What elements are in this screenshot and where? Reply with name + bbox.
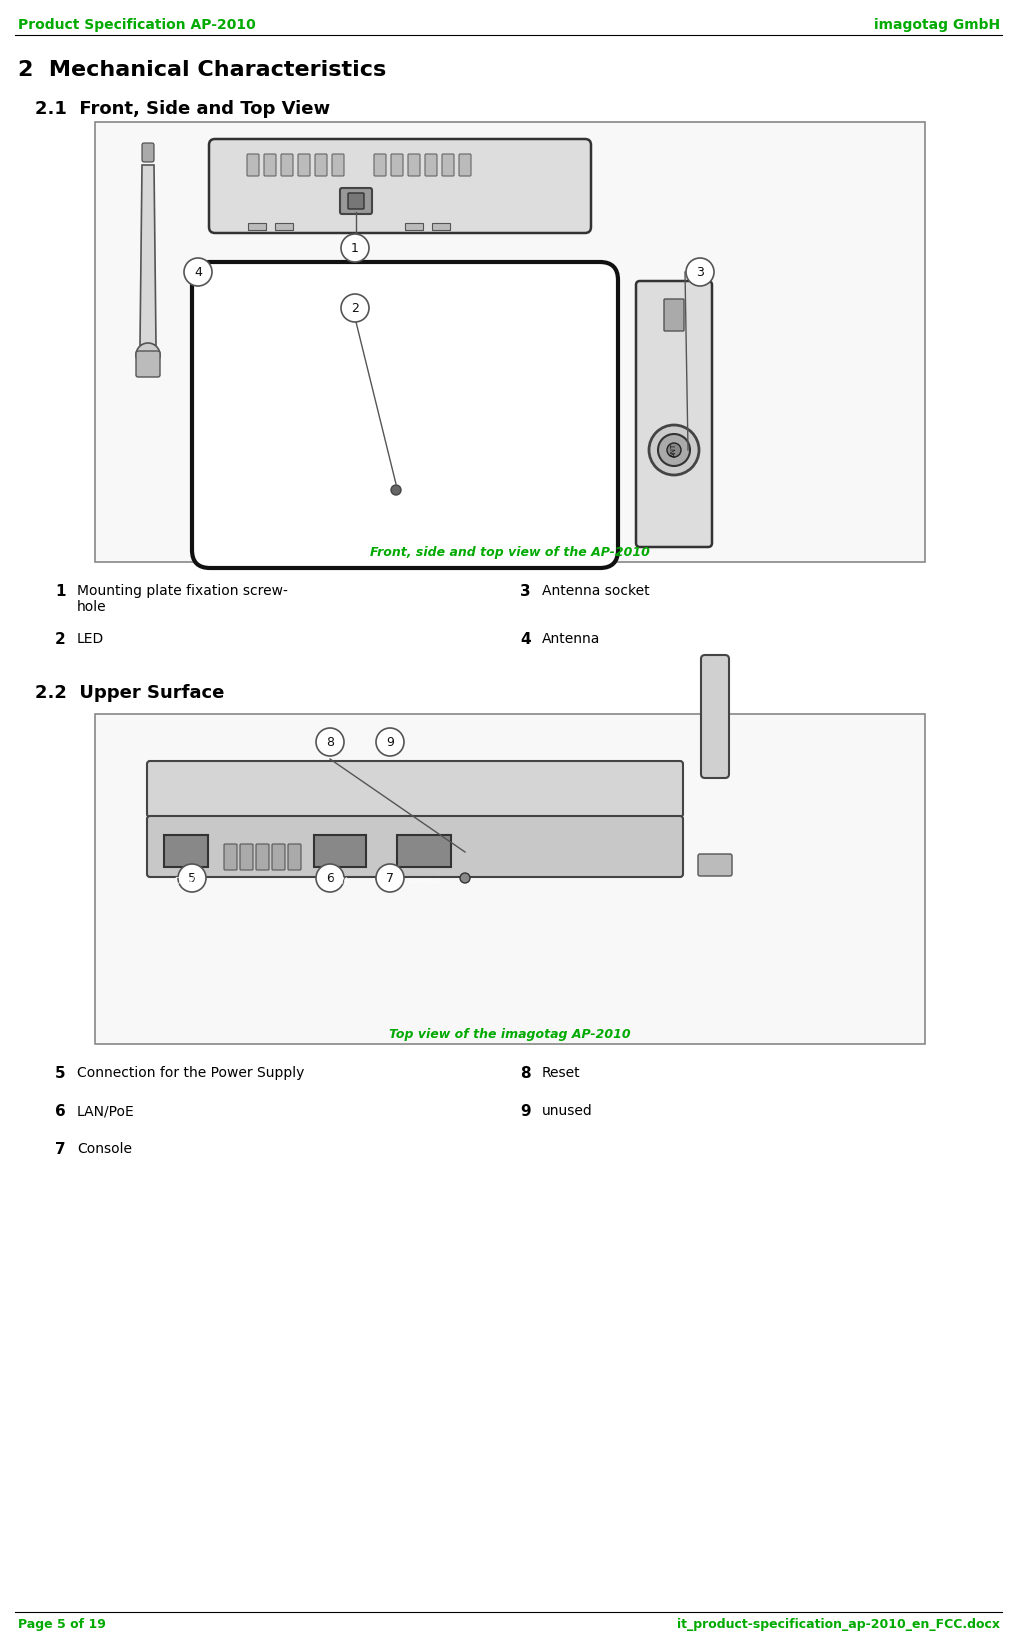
Text: 2: 2 (55, 633, 66, 647)
Circle shape (376, 863, 404, 893)
FancyBboxPatch shape (636, 281, 712, 548)
Text: LAN/PoE: LAN/PoE (77, 1104, 134, 1118)
FancyBboxPatch shape (459, 154, 471, 177)
Text: 4: 4 (194, 265, 202, 278)
Text: Reset: Reset (542, 1066, 581, 1081)
Text: DC-9V: DC-9V (174, 876, 198, 886)
FancyBboxPatch shape (397, 835, 451, 867)
Text: 8: 8 (520, 1066, 531, 1081)
Circle shape (686, 258, 714, 286)
FancyBboxPatch shape (240, 844, 253, 870)
FancyBboxPatch shape (136, 352, 160, 378)
FancyBboxPatch shape (374, 154, 386, 177)
FancyBboxPatch shape (264, 154, 276, 177)
Bar (432, 222, 450, 231)
FancyBboxPatch shape (164, 835, 208, 867)
Text: 4: 4 (520, 633, 531, 647)
Text: 2: 2 (351, 301, 359, 314)
Text: unused: unused (542, 1104, 593, 1118)
Bar (405, 222, 423, 231)
Circle shape (658, 433, 690, 466)
FancyBboxPatch shape (314, 835, 366, 867)
FancyBboxPatch shape (142, 142, 154, 162)
Circle shape (316, 728, 344, 755)
Text: 3: 3 (696, 265, 704, 278)
Circle shape (376, 728, 404, 755)
FancyBboxPatch shape (192, 262, 618, 567)
Text: Console: Console (77, 1141, 132, 1156)
Text: Front, side and top view of the AP-2010: Front, side and top view of the AP-2010 (370, 546, 650, 559)
FancyBboxPatch shape (224, 844, 237, 870)
FancyBboxPatch shape (348, 193, 364, 209)
FancyBboxPatch shape (701, 656, 729, 778)
FancyBboxPatch shape (425, 154, 437, 177)
Text: Product Specification AP-2010: Product Specification AP-2010 (18, 18, 255, 33)
Circle shape (178, 863, 206, 893)
Text: 2.1  Front, Side and Top View: 2.1 Front, Side and Top View (35, 100, 331, 118)
FancyBboxPatch shape (147, 816, 683, 876)
Circle shape (316, 863, 344, 893)
Circle shape (376, 875, 384, 881)
Text: 6: 6 (55, 1104, 66, 1118)
Text: 5: 5 (188, 871, 196, 885)
FancyBboxPatch shape (95, 123, 925, 562)
FancyBboxPatch shape (256, 844, 270, 870)
FancyBboxPatch shape (340, 188, 372, 214)
Circle shape (391, 486, 401, 495)
Text: ANT: ANT (671, 443, 677, 458)
FancyBboxPatch shape (442, 154, 454, 177)
Text: 8: 8 (326, 736, 334, 749)
FancyBboxPatch shape (95, 714, 925, 1045)
Text: Antenna socket: Antenna socket (542, 584, 650, 598)
Text: 3: 3 (520, 584, 531, 598)
Text: Top view of the imagotag AP-2010: Top view of the imagotag AP-2010 (390, 1027, 631, 1040)
FancyBboxPatch shape (664, 299, 684, 330)
Circle shape (184, 258, 212, 286)
Bar (248, 222, 266, 231)
FancyBboxPatch shape (298, 154, 310, 177)
Circle shape (460, 873, 470, 883)
Circle shape (136, 343, 160, 366)
Bar (275, 222, 293, 231)
Text: it_product-specification_ap-2010_en_FCC.docx: it_product-specification_ap-2010_en_FCC.… (677, 1619, 1000, 1632)
Text: 6: 6 (326, 871, 334, 885)
Text: Connection for the Power Supply: Connection for the Power Supply (77, 1066, 304, 1081)
FancyBboxPatch shape (210, 139, 591, 234)
Text: CONSOLE: CONSOLE (408, 878, 440, 885)
Text: 1: 1 (55, 584, 65, 598)
Circle shape (341, 234, 369, 262)
Text: Page 5 of 19: Page 5 of 19 (18, 1619, 106, 1632)
FancyBboxPatch shape (288, 844, 301, 870)
Circle shape (341, 294, 369, 322)
Text: LAN: LAN (333, 876, 348, 886)
Text: 1: 1 (351, 242, 359, 255)
Text: Antenna: Antenna (542, 633, 600, 646)
FancyBboxPatch shape (272, 844, 285, 870)
FancyBboxPatch shape (698, 853, 732, 876)
FancyBboxPatch shape (391, 154, 403, 177)
Circle shape (649, 425, 699, 476)
Text: Mounting plate fixation screw-
hole: Mounting plate fixation screw- hole (77, 584, 288, 615)
Text: 9: 9 (386, 736, 394, 749)
FancyBboxPatch shape (408, 154, 420, 177)
Text: LED: LED (77, 633, 105, 646)
Text: imagotag GmbH: imagotag GmbH (874, 18, 1000, 33)
FancyBboxPatch shape (147, 760, 683, 818)
FancyBboxPatch shape (281, 154, 293, 177)
Text: 7: 7 (386, 871, 394, 885)
FancyBboxPatch shape (332, 154, 344, 177)
Text: 2  Mechanical Characteristics: 2 Mechanical Characteristics (18, 60, 386, 80)
Text: 9: 9 (520, 1104, 531, 1118)
Text: 2.2  Upper Surface: 2.2 Upper Surface (35, 683, 225, 701)
Polygon shape (140, 165, 156, 345)
FancyBboxPatch shape (315, 154, 327, 177)
Circle shape (667, 443, 681, 458)
Text: 5: 5 (55, 1066, 66, 1081)
FancyBboxPatch shape (247, 154, 259, 177)
Text: 7: 7 (55, 1141, 66, 1158)
